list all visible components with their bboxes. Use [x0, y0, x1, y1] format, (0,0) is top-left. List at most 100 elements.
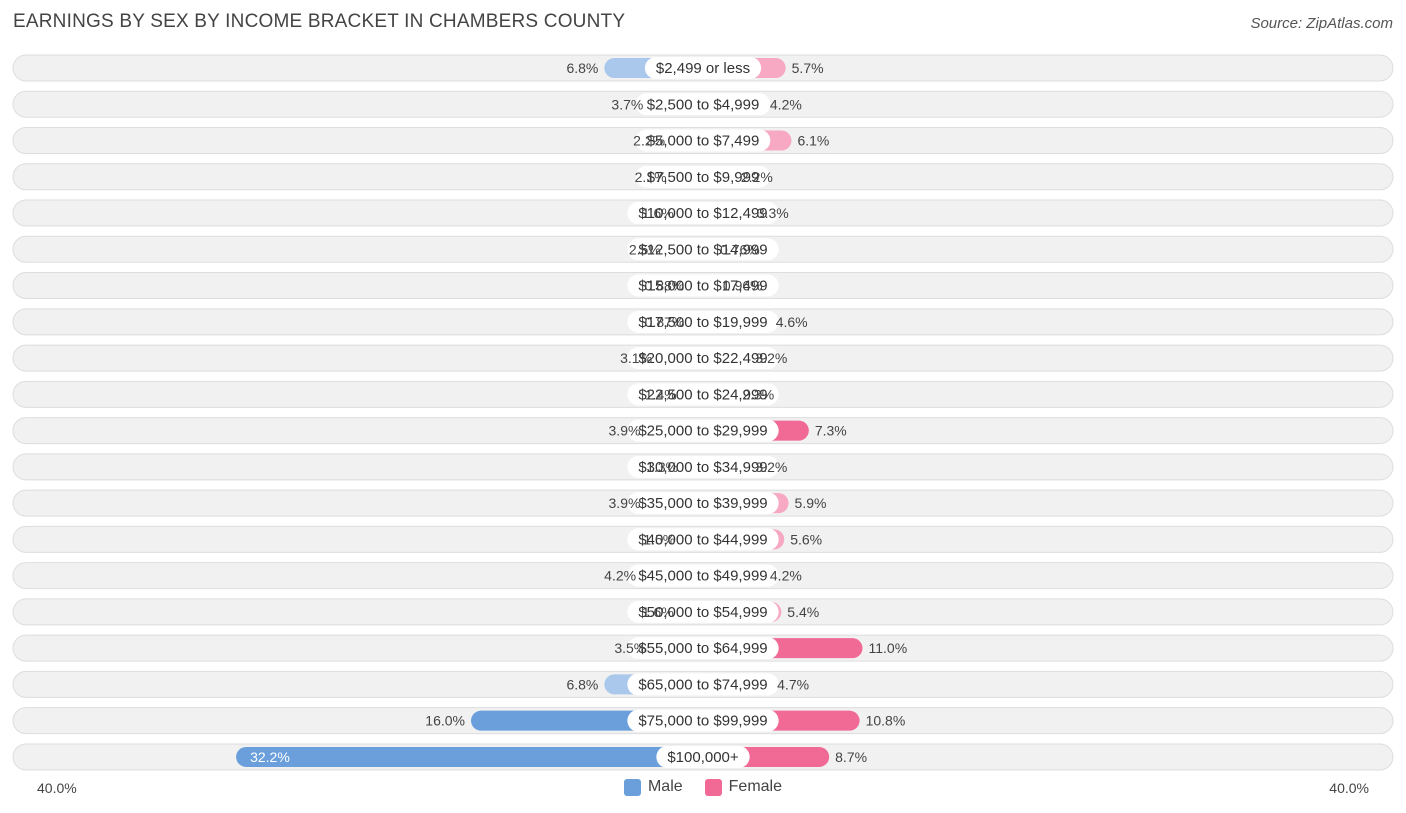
category-label: $50,000 to $54,999: [638, 604, 767, 621]
chart-title: EARNINGS BY SEX BY INCOME BRACKET IN CHA…: [13, 11, 626, 32]
category-label: $10,000 to $12,499: [638, 205, 767, 222]
category-label: $15,000 to $17,499: [638, 278, 767, 295]
value-label-male: 3.9%: [609, 495, 641, 511]
value-label-male: 3.9%: [609, 423, 641, 439]
category-label-bg: [627, 274, 779, 297]
category-label: $2,499 or less: [656, 60, 750, 77]
source-credit: Source: ZipAtlas.com: [1250, 15, 1393, 32]
value-label-female: 3.3%: [757, 205, 789, 221]
value-label-male: 3.7%: [611, 96, 643, 112]
category-label: $2,500 to $4,999: [647, 96, 760, 113]
legend-item-female: Female: [704, 778, 783, 796]
category-label-bg: [635, 129, 771, 152]
value-label-male: 1.6%: [642, 205, 674, 221]
value-label-female: 11.0%: [869, 640, 908, 656]
value-label-male: 0.88%: [645, 278, 685, 294]
category-label: $20,000 to $22,499: [638, 350, 767, 367]
category-label-bg: [627, 202, 779, 225]
category-label-bg: [627, 637, 779, 660]
category-label: $25,000 to $29,999: [638, 423, 767, 440]
value-label-male: 4.2%: [604, 568, 636, 584]
category-label-bg: [627, 564, 779, 587]
value-label-female: 0.76%: [720, 241, 760, 257]
axis-right-label: 40.0%: [1329, 780, 1369, 796]
value-label-female: 3.2%: [755, 459, 787, 475]
value-label-female: 4.2%: [770, 568, 802, 584]
category-label: $65,000 to $74,999: [638, 676, 767, 693]
value-label-female: 5.4%: [787, 604, 819, 620]
category-label-bg: [627, 492, 779, 515]
bar-male: [236, 746, 703, 767]
category-label-bg: [627, 347, 779, 370]
legend-swatch-female: [704, 778, 722, 796]
value-label-male: 32.2%: [250, 749, 290, 765]
value-label-female: 5.7%: [792, 60, 824, 76]
value-label-male: 0.87%: [645, 314, 685, 330]
category-label-bg: [635, 165, 771, 188]
category-label-bg: [644, 57, 762, 79]
value-label-male: 6.8%: [566, 60, 598, 76]
chart-row: $75,000 to $99,999 16.0% 10.8%: [12, 707, 1394, 735]
legend-label-male: Male: [647, 778, 683, 795]
value-label-male: 2.5%: [629, 241, 661, 257]
category-label: $45,000 to $49,999: [638, 568, 767, 585]
value-label-female: 2.3%: [742, 386, 774, 402]
value-label-female: 2.2%: [741, 169, 773, 185]
category-label: $12,500 to $14,999: [638, 241, 767, 258]
value-label-female: 4.2%: [770, 96, 802, 112]
value-label-male: 3.1%: [620, 350, 652, 366]
value-label-female: 10.8%: [866, 713, 906, 729]
value-label-male: 1.6%: [642, 604, 674, 620]
category-label: $55,000 to $64,999: [638, 640, 767, 657]
category-label-bg: [627, 600, 779, 623]
category-label-bg: [656, 745, 750, 768]
category-label: $40,000 to $44,999: [638, 531, 767, 548]
value-label-male: 3.5%: [614, 640, 646, 656]
value-label-female: 7.3%: [815, 423, 847, 439]
value-label-female: 8.7%: [835, 749, 867, 765]
category-label: $35,000 to $39,999: [638, 495, 767, 512]
category-label-bg: [627, 310, 779, 333]
value-label-female: 3.2%: [755, 350, 787, 366]
legend: Male Female: [0, 778, 1406, 796]
category-label-bg: [627, 709, 779, 732]
value-label-female: 6.1%: [797, 133, 829, 149]
category-label-bg: [627, 419, 779, 442]
axis-left-label: 40.0%: [37, 780, 77, 796]
value-label-male: 2.1%: [635, 169, 667, 185]
value-label-female: 4.7%: [777, 676, 809, 692]
category-label-bg: [627, 528, 779, 551]
chart-row: $2,499 or less 6.8% 5.7%: [12, 54, 1394, 82]
value-label-male: 1.3%: [646, 459, 678, 475]
category-label-bg: [627, 673, 779, 696]
chart-row: $100,000+ 32.2% 8.7%: [12, 743, 1394, 771]
legend-label-female: Female: [728, 778, 783, 795]
legend-swatch-male: [623, 778, 641, 796]
category-label: $75,000 to $99,999: [638, 713, 767, 730]
legend-item-male: Male: [623, 778, 683, 796]
value-label-male: 1.4%: [645, 386, 677, 402]
category-label: $5,000 to $7,499: [647, 133, 760, 150]
category-label: $7,500 to $9,999: [647, 169, 760, 186]
category-label: $100,000+: [667, 749, 739, 766]
value-label-male: 2.2%: [633, 133, 665, 149]
category-label-bg: [627, 383, 779, 406]
category-label-bg: [635, 93, 771, 116]
chart-row: $65,000 to $74,999 6.8% 4.7%: [12, 670, 1394, 698]
value-label-female: 0.96%: [723, 278, 763, 294]
value-label-male: 6.8%: [566, 676, 598, 692]
category-label-bg: [627, 455, 779, 478]
